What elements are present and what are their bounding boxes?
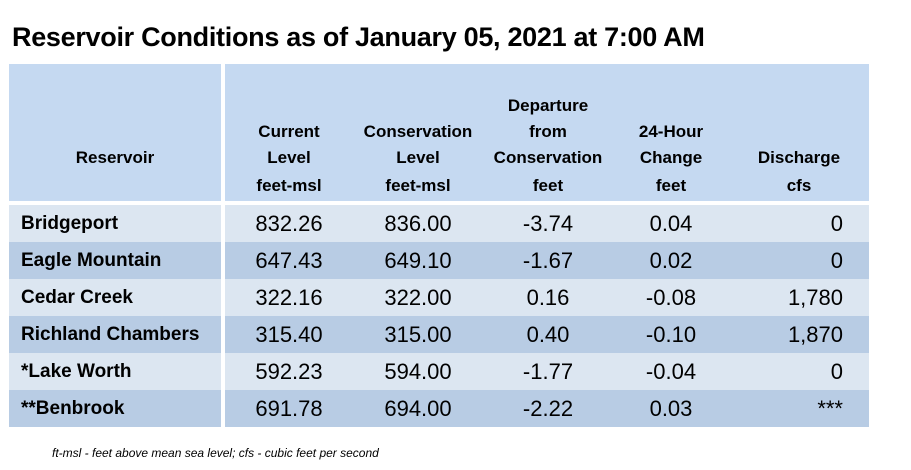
reservoir-table: Reservoir Current Level Conservation Lev… [9,64,869,427]
24-hour-change: 0.04 [613,203,729,242]
discharge: 1,780 [729,279,869,316]
reservoir-name: *Lake Worth [9,353,225,390]
departure: -1.77 [483,353,613,390]
conservation-level: 594.00 [353,353,483,390]
conservation-level: 322.00 [353,279,483,316]
header-discharge: Discharge [729,64,869,171]
header-reservoir: Reservoir [9,64,225,171]
reservoir-name: Richland Chambers [9,316,225,353]
table-row: Eagle Mountain 647.43 649.10 -1.67 0.02 … [9,242,869,279]
departure: -1.67 [483,242,613,279]
conservation-level: 836.00 [353,203,483,242]
24-hour-change: 0.03 [613,390,729,427]
header-24-hour-change: 24-Hour Change [613,64,729,171]
conservation-level: 649.10 [353,242,483,279]
discharge: 1,870 [729,316,869,353]
discharge: 0 [729,242,869,279]
current-level: 322.16 [223,279,353,316]
conservation-level: 694.00 [353,390,483,427]
header-departure: Departure from Conservation [483,64,613,171]
table-row: Bridgeport 832.26 836.00 -3.74 0.04 0 [9,203,869,242]
unit-reservoir [9,171,225,205]
table-row: **Benbrook 691.78 694.00 -2.22 0.03 *** [9,390,869,427]
unit-departure: feet [483,171,613,205]
discharge: 0 [729,353,869,390]
footnote: ft-msl - feet above mean sea level; cfs … [52,446,379,460]
current-level: 592.23 [223,353,353,390]
header-current-level: Current Level [223,64,353,171]
unit-conservation-level: feet-msl [353,171,483,205]
24-hour-change: 0.02 [613,242,729,279]
unit-24-hour-change: feet [613,171,729,205]
header-conservation-level: Conservation Level [353,64,483,171]
page-title: Reservoir Conditions as of January 05, 2… [12,22,705,52]
reservoir-name: Bridgeport [9,203,225,242]
discharge: *** [729,390,869,427]
table-row: Richland Chambers 315.40 315.00 0.40 -0.… [9,316,869,353]
departure: 0.16 [483,279,613,316]
current-level: 691.78 [223,390,353,427]
reservoir-name: **Benbrook [9,390,225,427]
current-level: 832.26 [223,203,353,242]
reservoir-name: Cedar Creek [9,279,225,316]
table-row: *Lake Worth 592.23 594.00 -1.77 -0.04 0 [9,353,869,390]
table-row: Cedar Creek 322.16 322.00 0.16 -0.08 1,7… [9,279,869,316]
departure: 0.40 [483,316,613,353]
reservoir-name: Eagle Mountain [9,242,225,279]
conservation-level: 315.00 [353,316,483,353]
current-level: 315.40 [223,316,353,353]
discharge: 0 [729,203,869,242]
current-level: 647.43 [223,242,353,279]
departure: -3.74 [483,203,613,242]
24-hour-change: -0.10 [613,316,729,353]
24-hour-change: -0.04 [613,353,729,390]
unit-current-level: feet-msl [223,171,353,205]
departure: -2.22 [483,390,613,427]
24-hour-change: -0.08 [613,279,729,316]
unit-discharge: cfs [729,171,869,205]
